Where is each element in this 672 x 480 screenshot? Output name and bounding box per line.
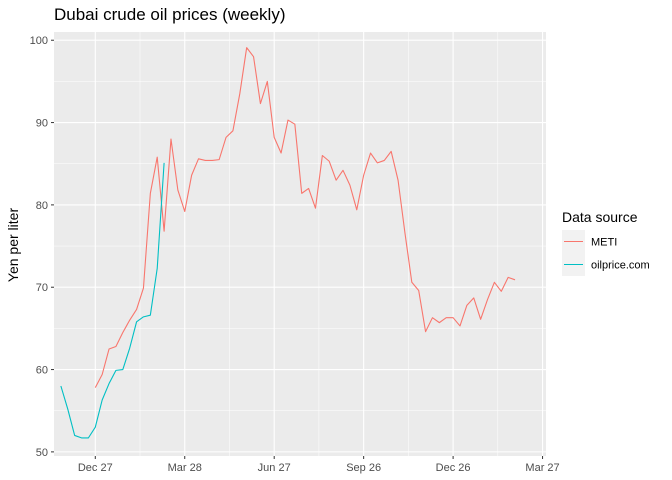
y-tick-label: 100 — [30, 35, 48, 47]
y-axis: 50 60 70 80 90 100 — [30, 35, 54, 459]
y-tick-label: 50 — [36, 447, 48, 459]
x-axis: Dec 27 Mar 28 Jun 27 Sep 26 Dec 26 Mar 27 — [78, 456, 560, 474]
series-line-meti — [94, 47, 516, 388]
plot-panel — [54, 32, 546, 456]
y-axis-title: Yen per liter — [5, 208, 21, 283]
x-tick-label: Mar 28 — [168, 462, 202, 474]
major-gridlines — [54, 32, 546, 456]
x-tick-label: Dec 27 — [78, 462, 113, 474]
legend-title: Data source — [562, 209, 638, 225]
minor-gridlines — [54, 32, 546, 456]
legend-label: METI — [591, 237, 617, 249]
chart-title: Dubai crude oil prices (weekly) — [54, 5, 285, 24]
x-tick-label: Jun 27 — [258, 462, 291, 474]
y-tick-label: 90 — [36, 118, 48, 130]
y-tick-label: 80 — [36, 200, 48, 212]
x-tick-label: Sep 26 — [346, 462, 381, 474]
legend-label: oilprice.com — [591, 260, 650, 272]
series-line-oilprice-com — [60, 162, 165, 439]
series-layer — [60, 47, 516, 439]
y-tick-label: 60 — [36, 365, 48, 377]
legend: Data source METI oilprice.com — [562, 209, 650, 276]
y-tick-label: 70 — [36, 282, 48, 294]
x-tick-label: Mar 27 — [525, 462, 559, 474]
x-tick-label: Dec 26 — [436, 462, 471, 474]
